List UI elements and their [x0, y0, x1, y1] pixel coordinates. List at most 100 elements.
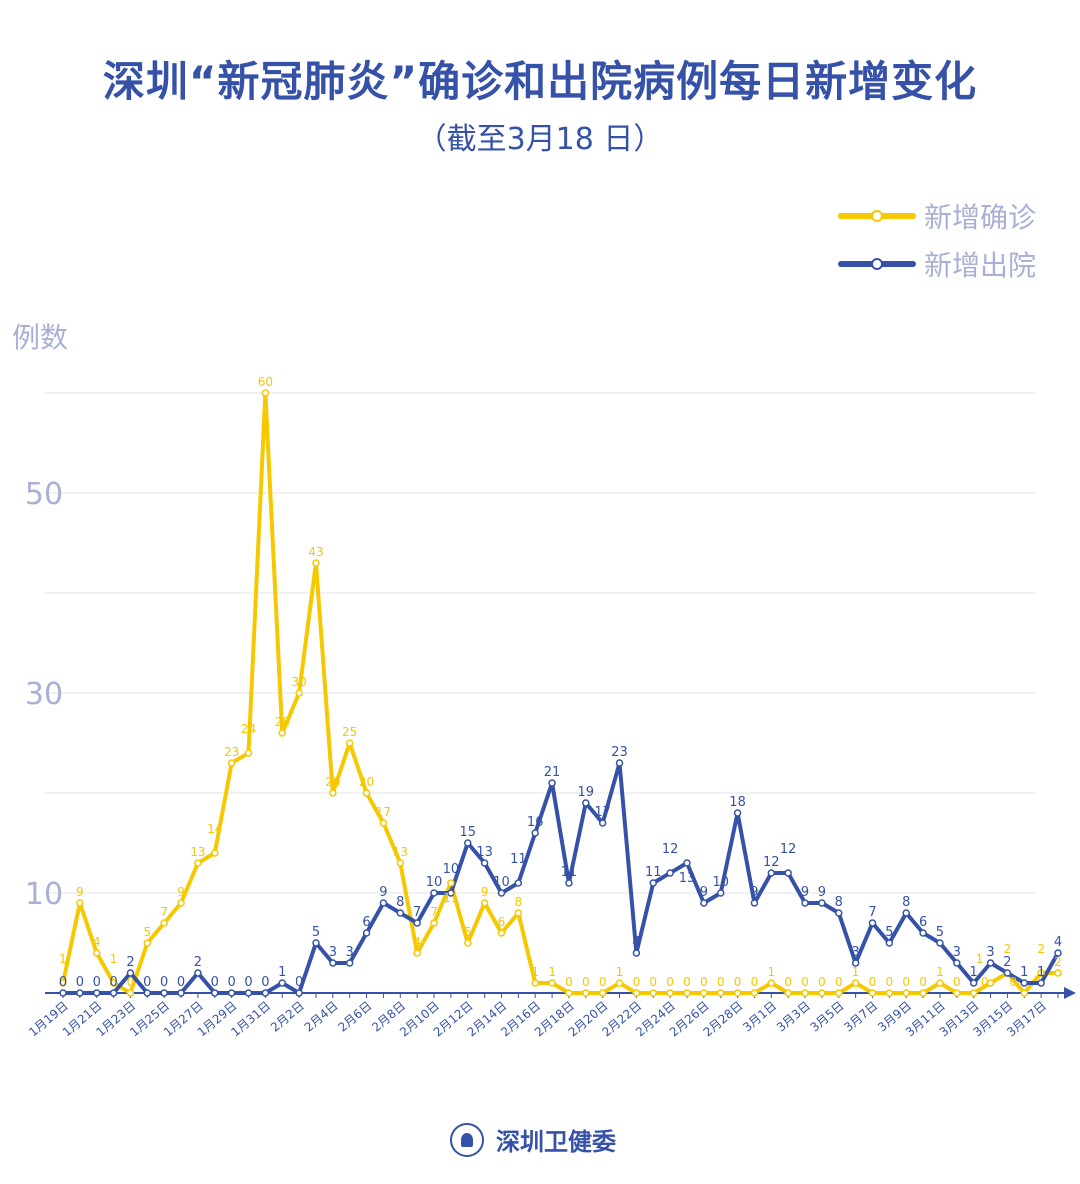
data-label-confirmed: 8 — [515, 895, 523, 909]
data-point-discharged — [463, 839, 472, 847]
data-point-confirmed — [244, 749, 253, 757]
x-tick-label: 2月2日 — [268, 999, 307, 1035]
data-label-confirmed: 13 — [190, 845, 205, 859]
data-label-discharged: 9 — [750, 885, 758, 900]
data-point-discharged — [480, 859, 489, 867]
data-label-confirmed: 7 — [160, 905, 168, 919]
data-label-discharged: 0 — [177, 975, 185, 990]
data-point-confirmed — [767, 979, 776, 987]
data-point-confirmed — [211, 849, 219, 857]
data-label-confirmed: 0 — [565, 975, 573, 989]
data-label-discharged: 5 — [885, 925, 893, 940]
x-tick-label: 2月6日 — [335, 999, 374, 1035]
data-label-discharged: 8 — [902, 895, 910, 910]
data-point-confirmed — [750, 989, 759, 997]
data-label-confirmed: 60 — [258, 375, 273, 389]
chart-subtitle: （截至3月18 日） — [416, 122, 664, 157]
data-point-discharged — [278, 979, 286, 987]
data-point-confirmed — [548, 979, 556, 987]
data-label-discharged: 1 — [1037, 965, 1045, 980]
data-label-discharged: 0 — [76, 975, 84, 990]
data-label-discharged: 5 — [312, 925, 320, 940]
data-label-confirmed: 0 — [599, 975, 607, 989]
data-point-discharged — [430, 889, 438, 897]
data-label-discharged: 5 — [936, 925, 944, 940]
data-label-confirmed: 0 — [633, 975, 641, 989]
data-label-confirmed: 25 — [342, 725, 357, 739]
data-label-confirmed: 9 — [177, 885, 185, 899]
data-label-discharged: 9 — [801, 885, 809, 900]
data-point-confirmed — [531, 979, 539, 987]
data-label-discharged: 3 — [851, 945, 859, 960]
data-label-confirmed: 0 — [700, 975, 708, 989]
data-label-discharged: 9 — [818, 885, 826, 900]
data-label-confirmed: 1 — [852, 965, 860, 979]
data-label-discharged: 0 — [261, 975, 269, 990]
data-point-discharged — [261, 989, 270, 997]
data-label-confirmed: 0 — [683, 975, 691, 989]
data-label-discharged: 0 — [93, 975, 101, 990]
x-tick-label: 3月5日 — [808, 999, 847, 1035]
data-label-confirmed: 13 — [393, 845, 408, 859]
data-point-discharged — [683, 859, 691, 867]
data-point-confirmed — [160, 919, 168, 927]
data-label-confirmed: 2 — [1004, 942, 1012, 956]
data-point-confirmed — [733, 989, 742, 997]
data-point-confirmed — [885, 989, 894, 997]
legend-item-discharged: 新增出院 — [838, 240, 1036, 288]
data-point-confirmed — [716, 989, 725, 997]
data-label-discharged: 16 — [527, 815, 544, 830]
data-label-discharged: 11 — [645, 865, 662, 880]
data-point-confirmed — [649, 989, 658, 997]
data-point-discharged — [784, 869, 792, 877]
data-label-discharged: 4 — [1054, 935, 1062, 950]
data-point-confirmed — [615, 979, 624, 987]
data-label-confirmed: 0 — [869, 975, 877, 989]
data-point-confirmed — [1020, 989, 1029, 997]
y-tick-label: 50 — [25, 477, 63, 512]
x-axis-arrow-icon — [1064, 987, 1076, 999]
data-point-confirmed — [194, 859, 202, 867]
data-label-confirmed: 0 — [801, 975, 809, 989]
legend: 新增确诊 新增出院 — [838, 192, 1036, 288]
data-point-confirmed — [92, 949, 101, 957]
x-tick-label: 2月4日 — [302, 999, 341, 1035]
data-point-discharged — [396, 909, 405, 917]
chart-title: 深圳“新冠肺炎”确诊和出院病例每日新增变化 — [102, 57, 978, 106]
data-point-discharged — [211, 989, 219, 997]
data-point-confirmed — [463, 939, 472, 947]
data-point-discharged — [868, 919, 877, 927]
data-point-discharged — [312, 939, 320, 947]
data-label-confirmed: 0 — [717, 975, 725, 989]
data-point-discharged — [902, 909, 910, 917]
data-point-confirmed — [835, 989, 843, 997]
data-label-discharged: 9 — [700, 885, 708, 900]
data-label-confirmed: 0 — [886, 975, 894, 989]
data-point-confirmed — [278, 729, 286, 737]
legend-item-confirmed: 新增确诊 — [838, 192, 1036, 240]
data-label-confirmed: 20 — [325, 775, 340, 789]
data-point-confirmed — [851, 979, 860, 987]
data-point-discharged — [295, 989, 303, 997]
footer: 深圳卫健委 — [450, 1122, 616, 1157]
data-label-discharged: 2 — [194, 955, 202, 970]
legend-label-confirmed: 新增确诊 — [924, 201, 1037, 234]
data-label-discharged: 0 — [228, 975, 236, 990]
data-label-confirmed: 5 — [464, 925, 472, 939]
data-point-discharged — [194, 969, 202, 977]
data-point-confirmed — [396, 859, 405, 867]
data-label-discharged: 23 — [611, 745, 628, 760]
data-label-confirmed: 1 — [976, 952, 984, 966]
data-label-confirmed: 0 — [582, 975, 590, 989]
data-point-confirmed — [632, 989, 641, 997]
data-point-confirmed — [312, 559, 320, 567]
data-label-discharged: 2 — [1003, 955, 1011, 970]
data-point-confirmed — [497, 929, 506, 937]
data-label-confirmed: 30 — [291, 675, 306, 689]
data-point-confirmed — [936, 979, 944, 987]
data-point-confirmed — [295, 689, 303, 697]
data-point-discharged — [413, 919, 421, 927]
data-point-discharged — [632, 949, 641, 957]
data-label-discharged: 13 — [679, 871, 696, 886]
data-point-discharged — [818, 899, 826, 907]
